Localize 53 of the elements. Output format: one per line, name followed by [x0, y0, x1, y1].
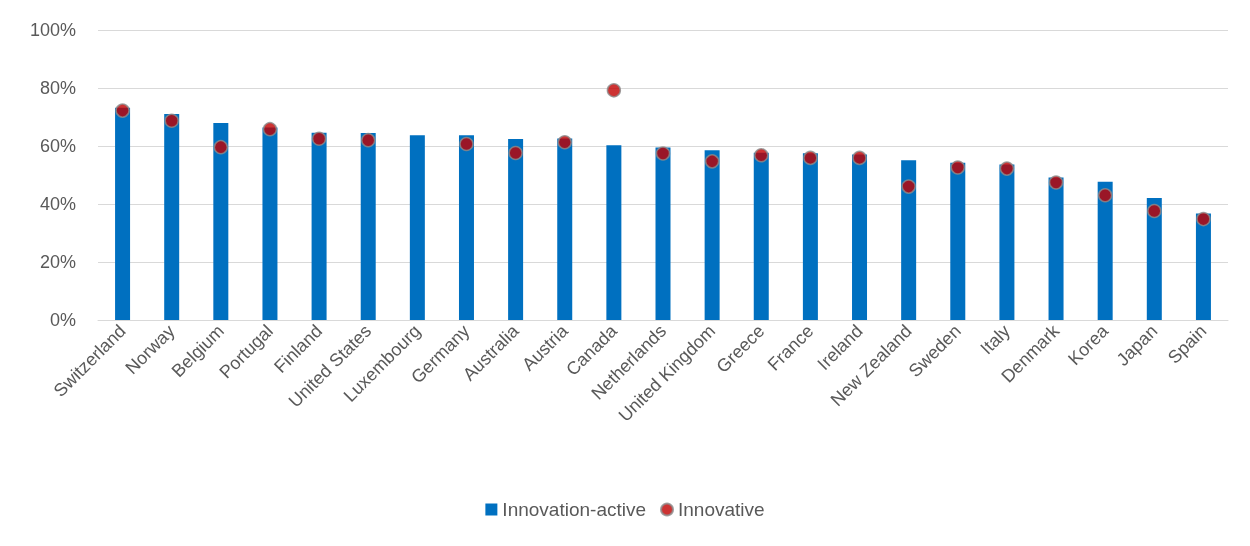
y-tick-label: 0%: [49, 310, 76, 330]
point: [459, 136, 474, 152]
point: [803, 150, 818, 166]
bar: [458, 135, 474, 320]
bar: [1146, 197, 1162, 320]
bar: [999, 164, 1015, 320]
bar: [115, 107, 131, 320]
point: [311, 131, 327, 146]
bar: [508, 139, 524, 320]
bar: [360, 132, 376, 320]
bar: [262, 127, 278, 320]
bar: [311, 132, 327, 320]
bar: [802, 153, 818, 320]
bar: [164, 114, 180, 320]
point: [1048, 175, 1064, 190]
point: [754, 148, 769, 163]
point: [508, 145, 523, 161]
bar: [409, 135, 425, 320]
bar: [753, 152, 769, 320]
legend-label: Innovative: [678, 499, 765, 520]
point: [655, 146, 671, 161]
point: [115, 103, 130, 118]
point: [557, 134, 572, 150]
point: [999, 161, 1015, 176]
y-tick-label: 40%: [39, 194, 76, 214]
y-tick-label: 60%: [39, 136, 76, 156]
bar: [557, 138, 573, 320]
bar: [950, 162, 966, 320]
point: [1097, 188, 1113, 203]
bar: [1097, 181, 1113, 320]
point: [852, 150, 867, 166]
legend-label: Innovation-active: [502, 499, 647, 520]
point: [262, 121, 278, 137]
y-tick-label: 80%: [39, 78, 76, 98]
bar: [704, 150, 720, 320]
bar: [606, 145, 622, 320]
y-tick-label: 20%: [39, 252, 76, 272]
point: [606, 83, 622, 98]
bar: [655, 147, 671, 320]
bar: [1195, 213, 1211, 320]
point: [901, 179, 916, 194]
y-tick-label: 100%: [29, 20, 76, 40]
point: [164, 113, 179, 129]
point: [360, 132, 376, 148]
bar: [1048, 177, 1064, 320]
bar: [213, 123, 229, 320]
point: [213, 139, 229, 155]
point: [950, 160, 966, 175]
point: [1196, 211, 1211, 227]
point: [704, 154, 720, 169]
point: [1147, 203, 1162, 219]
bar: [901, 160, 917, 320]
bar: [852, 154, 868, 320]
